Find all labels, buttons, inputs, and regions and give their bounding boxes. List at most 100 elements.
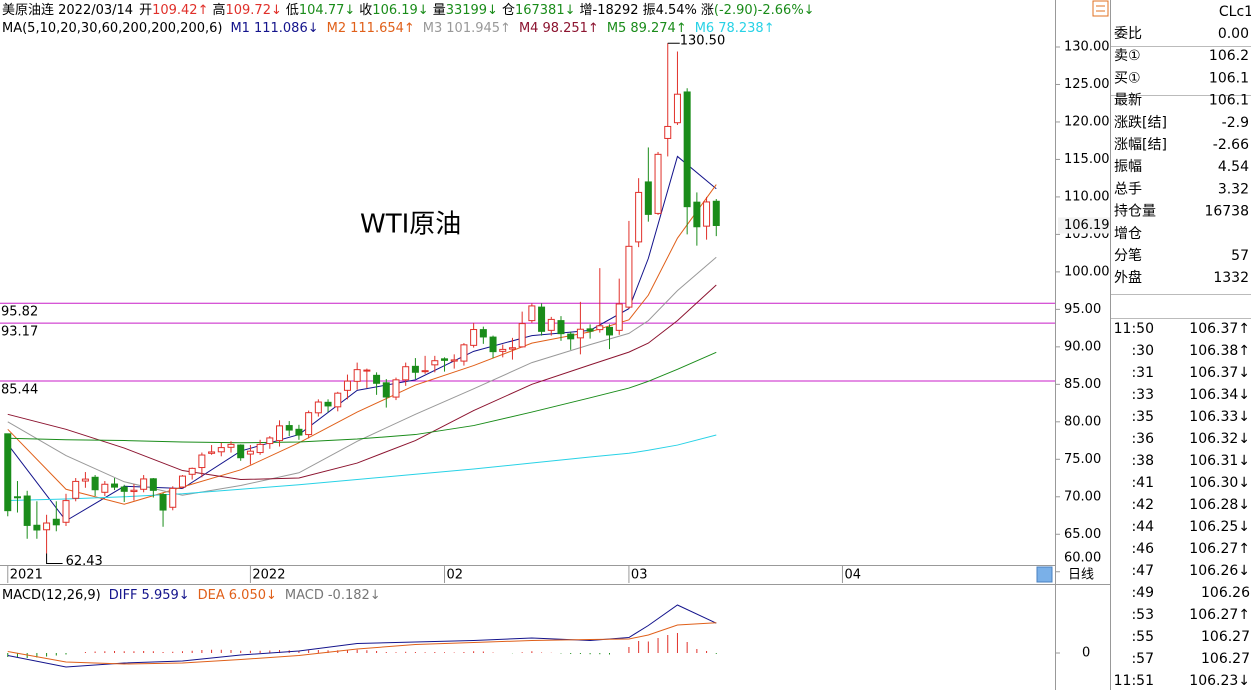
candle-body [72,480,80,499]
tick-time: :44 [1131,519,1154,535]
tick-price: 106.26 [1201,585,1250,601]
menu-icon[interactable] [1092,0,1109,17]
low-label: 62.43 [66,554,103,569]
candle-body [111,483,119,488]
candle-body [149,478,157,491]
candle-body [431,360,439,366]
ma-legend-value: 111.654↑ [350,21,415,36]
quote-label: 分笔 [1114,248,1142,264]
tick-time: 11:51 [1114,673,1154,689]
y-tick-label: 90.00 [1064,339,1101,354]
candle-body [227,443,235,448]
header-field-label: 开 [139,3,152,18]
tick-time: :31 [1131,365,1154,381]
macd-legend-name: DEA [198,588,225,603]
candle-body [62,500,70,523]
quote-value: 106.1 [1209,70,1249,86]
tick-time: :53 [1131,607,1154,623]
candle-body [334,392,342,408]
candle-body [441,358,449,361]
ma-legend-value: 101.945↑ [446,21,511,36]
period-label: 日线 [1068,568,1094,583]
candle-body [101,483,109,493]
y-tick-label: 85.00 [1064,377,1101,392]
candle-body [43,522,51,531]
ma-title: MA(5,10,20,30,60,200,200,200,6) [2,21,222,36]
price-line-label: 85.44 [1,383,38,398]
tick-time: :30 [1131,343,1154,359]
header-field-label: 振 [643,3,656,18]
tick-price: 106.26↓ [1189,563,1250,579]
y-tick-label: 120.00 [1064,114,1110,129]
tick-price: 106.33↓ [1189,409,1250,425]
ma-legend-name: M6 [695,21,715,36]
candle-body [460,344,468,362]
price-line-label: 95.82 [1,305,38,320]
candle-body [363,369,371,372]
y-tick-label: 65.00 [1064,527,1101,542]
header-field-value: (-2.90)-2.66%↓ [714,3,815,18]
candle-body [479,329,487,338]
quote-symbol: CLc1 [1219,4,1251,20]
x-tick-label: 03 [631,568,648,583]
candle-body [314,401,322,414]
quote-label: 卖① [1114,48,1141,64]
candle-body [343,380,351,391]
tick-time: 11:50 [1114,321,1154,337]
quote-label: 委比 [1114,26,1142,42]
candle-body [664,125,672,139]
tick-price: 106.37↑ [1189,321,1250,337]
x-tick-label: 2022 [252,568,285,583]
candle-body [13,496,21,499]
header-field-label: 仓 [502,3,515,18]
tick-price: 106.31↓ [1189,453,1250,469]
candle-body [392,379,400,398]
quote-label: 外盘 [1114,269,1142,286]
tick-price: 106.38↑ [1189,343,1250,359]
macd-legend-value: -0.182↓ [328,588,381,603]
scroll-button[interactable] [1036,566,1053,583]
quote-label: 涨幅[结] [1114,137,1167,153]
last-price-box [1058,217,1110,234]
x-tick-label: 04 [844,568,861,583]
candle-body [120,486,128,492]
candle-body [712,200,720,226]
tick-time: :47 [1131,563,1154,579]
candle-body [208,451,216,454]
quote-value: -2.66 [1213,137,1249,153]
candle-body [518,323,526,348]
ma-legend-name: M1 [230,21,250,36]
candle-body [489,336,497,353]
candle-body [606,326,614,336]
candle-body [159,494,167,511]
candle-body [683,91,691,208]
y-tick-label: 60.00 [1064,551,1101,566]
quote-value: 106.1 [1209,93,1249,109]
header-field-value: 33199↓ [446,3,498,18]
tick-time: :46 [1131,541,1154,557]
header-field-label: 量 [433,3,446,18]
candle-body [567,333,575,340]
macd-legend-name: MACD [285,588,324,603]
candle-body [373,374,381,384]
quote-value: 1332 [1213,270,1249,286]
candle-body [140,478,148,490]
header-field-label: 涨 [701,3,714,18]
candle-body [673,93,681,124]
candle-body [169,487,177,508]
candle-body [596,325,604,331]
candle-body [52,518,60,526]
candle-body [615,303,623,331]
quote-label: 涨跌[结] [1114,115,1167,131]
header-field-value: 104.77↓ [299,3,355,18]
dea-line [7,622,717,665]
tick-time: :49 [1131,585,1154,601]
candle-body [188,467,196,475]
low-marker [46,553,63,565]
candle-body [324,401,332,407]
candle-body [538,306,546,332]
ma-legend-value: 111.086↓ [254,21,319,36]
candle-body [402,366,410,381]
